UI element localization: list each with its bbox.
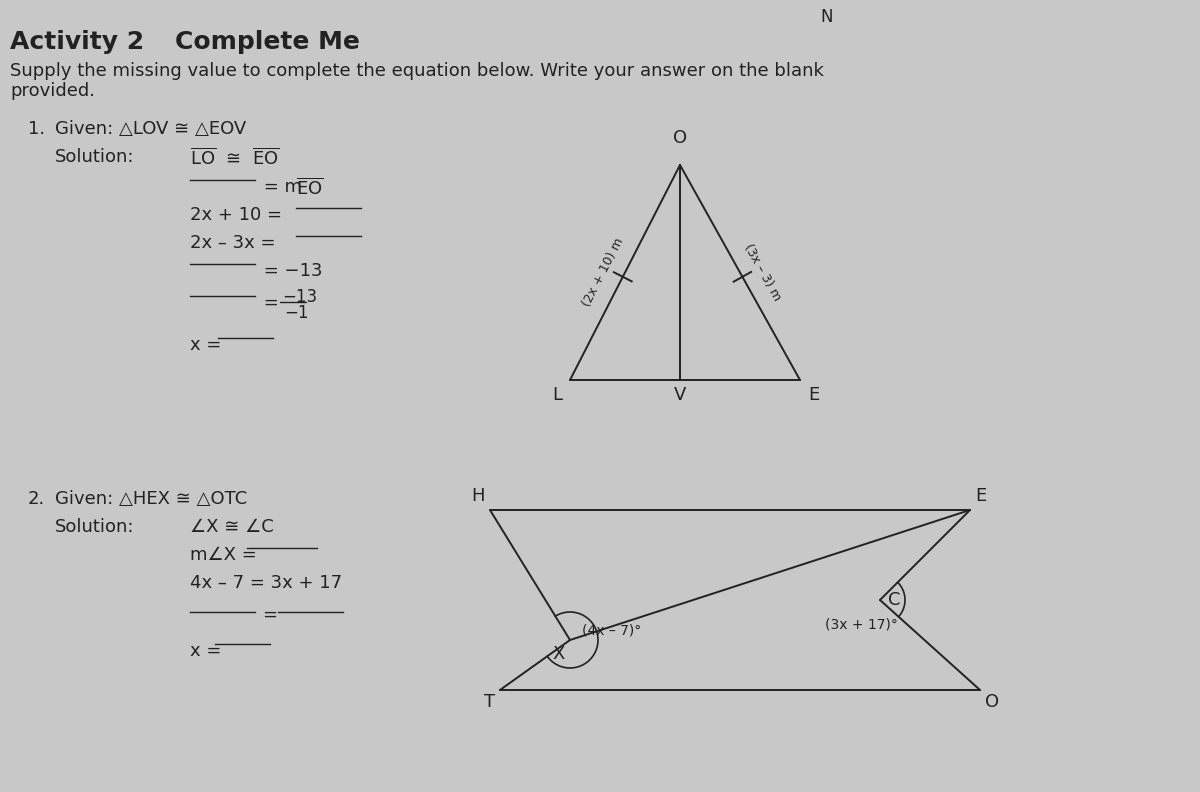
Text: N: N	[820, 8, 833, 26]
Text: Solution:: Solution:	[55, 518, 134, 536]
Text: =: =	[262, 606, 277, 624]
Text: O: O	[985, 693, 1000, 711]
Text: T: T	[484, 693, 496, 711]
Text: Given: △HEX ≅ △OTC: Given: △HEX ≅ △OTC	[55, 490, 247, 508]
Text: C: C	[888, 591, 900, 609]
Text: Complete Me: Complete Me	[175, 30, 360, 54]
Text: X: X	[553, 645, 565, 663]
Text: provided.: provided.	[10, 82, 95, 100]
Text: =: =	[258, 294, 284, 312]
Text: x =: x =	[190, 336, 227, 354]
Text: H: H	[472, 487, 485, 505]
Text: x =: x =	[190, 642, 227, 660]
Text: E: E	[808, 386, 820, 404]
Text: −1: −1	[284, 304, 308, 322]
Text: m∠X =: m∠X =	[190, 546, 263, 564]
Text: Solution:: Solution:	[55, 148, 134, 166]
Text: (3x + 17)°: (3x + 17)°	[826, 618, 898, 632]
Text: (2x + 10) m: (2x + 10) m	[580, 236, 626, 309]
Text: = −13: = −13	[258, 262, 323, 280]
Text: (3x – 3) m: (3x – 3) m	[740, 242, 784, 303]
Text: $\overline{\rm EO}$: $\overline{\rm EO}$	[296, 178, 324, 199]
Text: V: V	[674, 386, 686, 404]
Text: $\overline{\rm LO}$  ≅  $\overline{\rm EO}$: $\overline{\rm LO}$ ≅ $\overline{\rm EO}…	[190, 148, 280, 169]
Text: Given: △LOV ≅ △EOV: Given: △LOV ≅ △EOV	[55, 120, 246, 138]
Text: 2.: 2.	[28, 490, 46, 508]
Text: 2x – 3x =: 2x – 3x =	[190, 234, 281, 252]
Text: = m: = m	[258, 178, 302, 196]
Text: Supply the missing value to complete the equation below. Write your answer on th: Supply the missing value to complete the…	[10, 62, 824, 80]
Text: L: L	[552, 386, 562, 404]
Text: E: E	[974, 487, 986, 505]
Text: Activity 2: Activity 2	[10, 30, 144, 54]
Text: −13: −13	[282, 288, 317, 306]
Text: O: O	[673, 129, 688, 147]
Text: 4x – 7 = 3x + 17: 4x – 7 = 3x + 17	[190, 574, 342, 592]
Text: ∠X ≅ ∠C: ∠X ≅ ∠C	[190, 518, 274, 536]
Text: 1.: 1.	[28, 120, 46, 138]
Text: 2x + 10 =: 2x + 10 =	[190, 206, 288, 224]
Text: (4x – 7)°: (4x – 7)°	[582, 624, 641, 638]
